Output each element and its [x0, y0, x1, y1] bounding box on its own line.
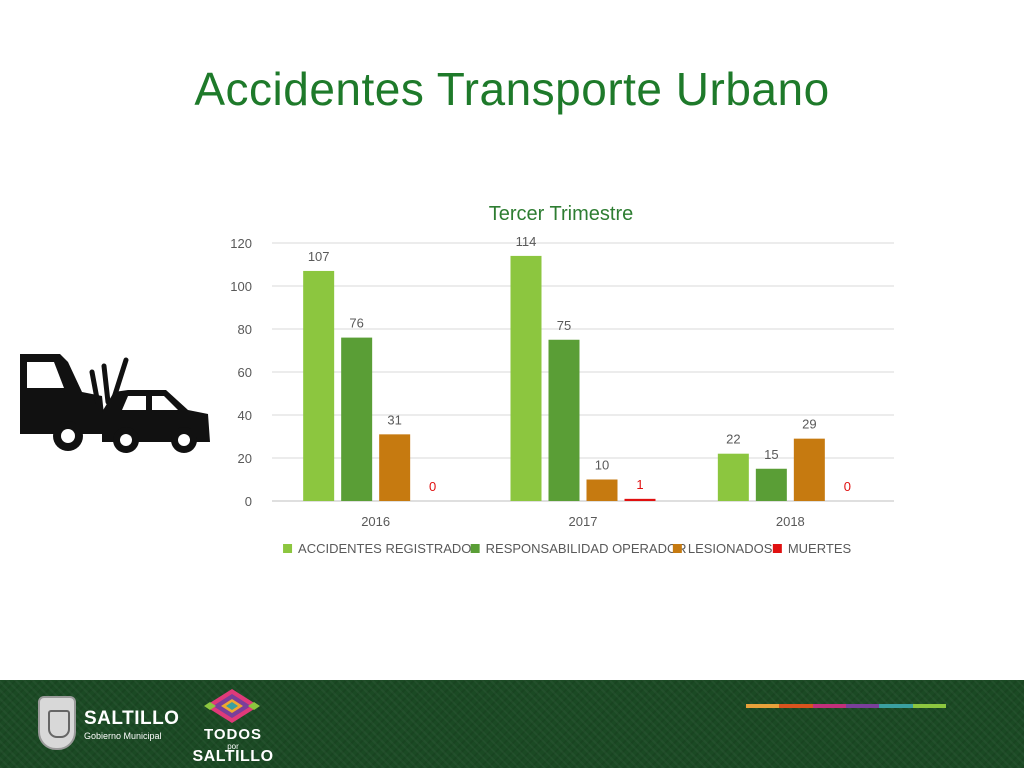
- legend-label: LESIONADOS: [688, 541, 773, 556]
- data-label: 0: [429, 479, 436, 494]
- coat-of-arms-icon: [38, 696, 76, 750]
- y-tick-label: 60: [238, 365, 252, 380]
- bar: [624, 498, 656, 501]
- campaign-word-todos: TODOS: [203, 726, 263, 743]
- data-label: 107: [308, 249, 330, 264]
- data-label: 75: [557, 318, 571, 333]
- stripe-segment: [746, 704, 780, 708]
- color-stripe: [746, 704, 946, 708]
- y-tick-label: 40: [238, 408, 252, 423]
- city-subtitle: Gobierno Municipal: [84, 731, 162, 741]
- legend-swatch: [470, 544, 480, 553]
- footer-bar: SALTILLO Gobierno Municipal TODOS por SA…: [0, 680, 1024, 768]
- stripe-segment: [845, 704, 880, 708]
- data-label: 0: [844, 479, 851, 494]
- bar: [755, 468, 787, 501]
- bar: [793, 438, 825, 501]
- city-name: SALTILLO: [84, 708, 180, 729]
- stripe-segment: [779, 704, 813, 708]
- data-label: 31: [387, 412, 401, 427]
- stripe-segment: [879, 704, 913, 708]
- x-tick-label: 2016: [361, 514, 390, 529]
- legend: ACCIDENTES REGISTRADOS RESPONSABILIDAD OP…: [283, 541, 852, 556]
- bar: [379, 434, 411, 501]
- y-tick-label: 80: [238, 322, 252, 337]
- data-label: 1: [636, 477, 643, 492]
- bar: [303, 270, 335, 501]
- data-label: 22: [726, 432, 740, 447]
- y-tick-label: 120: [230, 236, 252, 251]
- bar: [341, 337, 373, 501]
- campaign-word-saltillo: SALTILLO: [192, 748, 274, 765]
- legend-swatch: [283, 544, 293, 553]
- x-tick-label: 2018: [776, 514, 805, 529]
- legend-swatch: [772, 544, 782, 553]
- campaign-logo: TODOS por SALTILLO: [188, 686, 278, 766]
- x-tick-label: 2017: [569, 514, 598, 529]
- data-label: 29: [802, 417, 816, 432]
- bar: [717, 453, 749, 501]
- legend-label: MUERTES: [788, 541, 852, 556]
- data-label: 114: [516, 234, 537, 249]
- legend-swatch: [672, 544, 682, 553]
- data-label: 15: [764, 447, 778, 462]
- bar: [586, 479, 618, 501]
- legend-label: ACCIDENTES REGISTRADOS: [298, 541, 480, 556]
- woven-diamond-icon: [204, 689, 260, 723]
- y-tick-label: 0: [245, 494, 252, 509]
- bar: [548, 339, 580, 501]
- y-tick-label: 20: [238, 451, 252, 466]
- stripe-segment: [912, 704, 946, 708]
- saltillo-logo: SALTILLO Gobierno Municipal: [38, 696, 179, 752]
- x-axis-ticks: 2016 2017 2018: [361, 514, 805, 529]
- campaign-word-por: por: [227, 742, 239, 751]
- y-axis-ticks: 0 20 40 60 80 100 120: [230, 236, 252, 509]
- slide-title: Accidentes Transporte Urbano: [194, 63, 830, 115]
- stripe-segment: [812, 704, 846, 708]
- gridlines: [272, 242, 894, 502]
- car-crash-icon: [20, 354, 210, 453]
- legend-label: RESPONSABILIDAD OPERADOR: [486, 541, 687, 556]
- bar: [510, 255, 542, 501]
- bars: [303, 255, 825, 501]
- chart-title: Tercer Trimestre: [489, 203, 633, 225]
- data-label: 10: [595, 458, 609, 473]
- data-label: 76: [349, 316, 363, 331]
- y-tick-label: 100: [230, 279, 252, 294]
- data-labels: 107 76 31 0 114 75 10 1 22 15 29 0: [308, 234, 851, 494]
